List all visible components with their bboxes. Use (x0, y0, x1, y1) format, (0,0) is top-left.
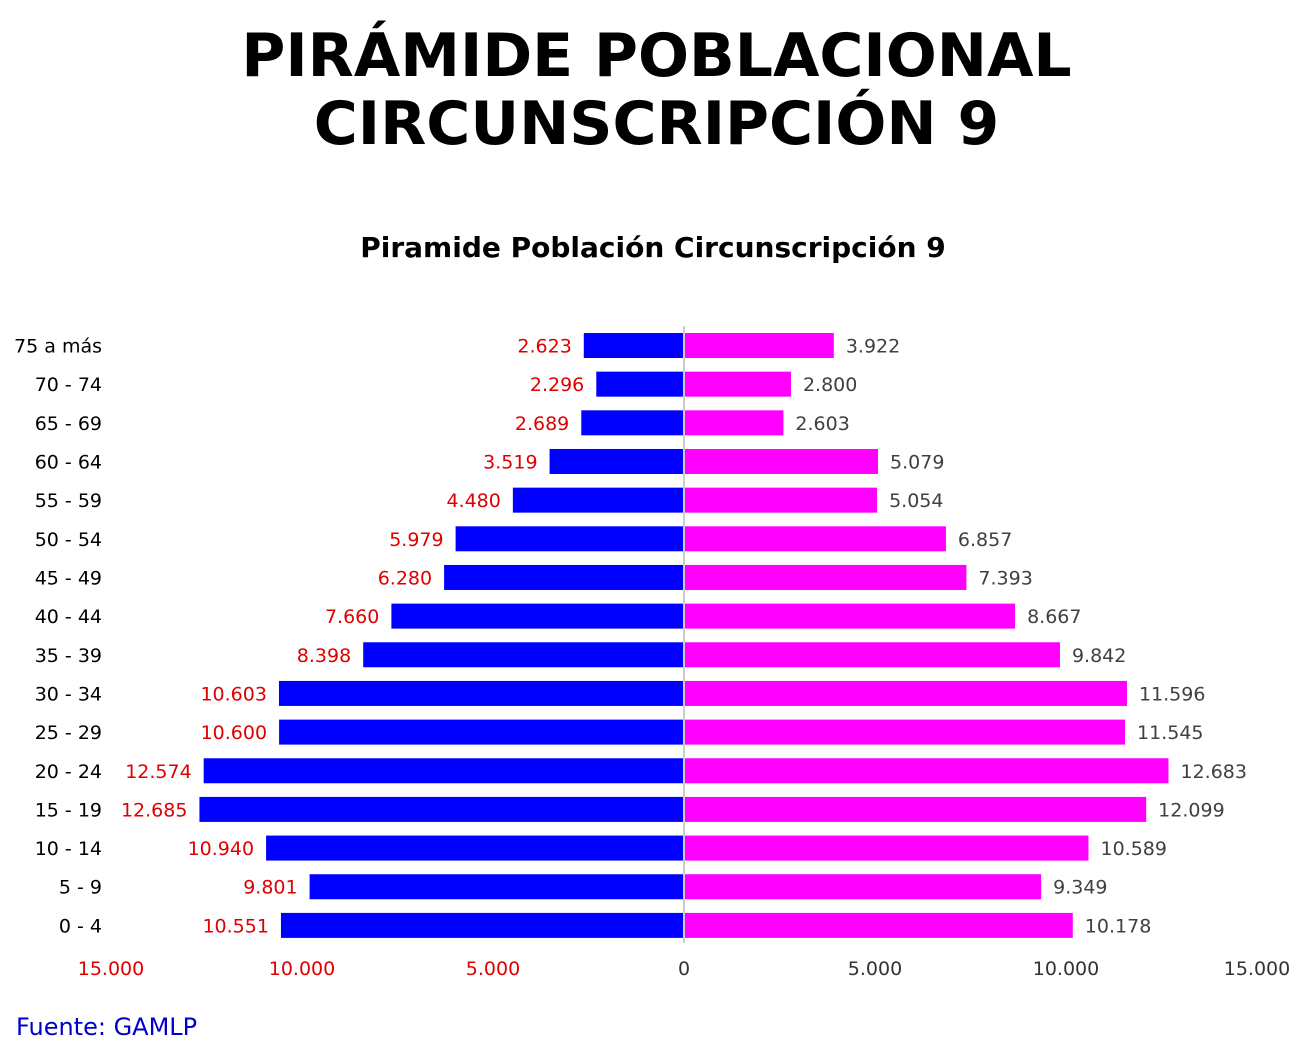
left-value-label: 10.940 (188, 838, 254, 860)
category-label: 15 - 19 (35, 799, 102, 821)
left-value-label: 6.280 (378, 567, 432, 589)
right-value-label: 5.054 (889, 490, 943, 512)
right-value-label: 9.842 (1072, 645, 1126, 667)
category-label: 20 - 24 (35, 761, 102, 783)
left-value-label: 2.296 (530, 374, 584, 396)
category-labels-group: 75 a más 70 - 74 65 - 69 60 - 64 55 - 59 50 -… (14, 336, 102, 938)
right-bar (684, 680, 1127, 706)
x-tick-label: 15.000 (78, 958, 144, 980)
left-value-label: 2.623 (517, 336, 571, 358)
left-value-label: 10.551 (202, 915, 268, 937)
right-bar (684, 448, 879, 474)
left-bar (581, 410, 684, 436)
right-value-label: 7.393 (978, 567, 1032, 589)
category-label: 25 - 29 (35, 722, 102, 744)
x-axis-ticks-group: 15.000 10.000 5.000 0 5.000 10.000 15.000 (78, 958, 1290, 980)
right-value-label: 5.079 (890, 451, 944, 473)
right-value-label: 6.857 (958, 529, 1012, 551)
left-bar (596, 371, 684, 397)
category-label: 70 - 74 (35, 374, 102, 396)
left-value-label: 10.600 (201, 722, 267, 744)
left-value-label: 5.979 (389, 529, 443, 551)
right-bar (684, 410, 784, 436)
category-label: 10 - 14 (35, 838, 102, 860)
right-value-label: 10.589 (1100, 838, 1166, 860)
page-title: PIRÁMIDE POBLACIONAL CIRCUNSCRIPCIÓN 9 (0, 22, 1313, 158)
left-bar (266, 835, 684, 861)
right-bar (684, 564, 967, 590)
left-value-label: 7.660 (325, 606, 379, 628)
chart-title: Piramide Población Circunscripción 9 (360, 231, 946, 264)
right-value-label: 12.683 (1180, 761, 1246, 783)
left-bar (363, 642, 684, 668)
left-bar (391, 603, 684, 629)
right-bar (684, 835, 1089, 861)
category-label: 55 - 59 (35, 490, 102, 512)
right-value-label: 8.667 (1027, 606, 1081, 628)
left-value-label: 2.689 (515, 413, 569, 435)
right-bar (684, 796, 1147, 822)
left-bar (455, 526, 684, 552)
category-label: 40 - 44 (35, 606, 102, 628)
category-label: 5 - 9 (59, 877, 102, 899)
category-label: 35 - 39 (35, 645, 102, 667)
left-value-label: 9.801 (243, 877, 297, 899)
right-bar (684, 912, 1073, 938)
right-bar (684, 603, 1016, 629)
bars-group (199, 333, 1169, 938)
left-bar (278, 680, 684, 706)
right-bar (684, 642, 1060, 668)
right-value-label: 11.596 (1139, 683, 1205, 705)
left-bar (583, 333, 684, 358)
left-bar (444, 564, 684, 590)
right-value-label: 2.800 (803, 374, 857, 396)
category-label: 50 - 54 (35, 529, 102, 551)
right-value-label: 2.603 (795, 413, 849, 435)
category-label: 60 - 64 (35, 451, 102, 473)
x-tick-label: 5.000 (466, 958, 520, 980)
right-value-label: 9.349 (1053, 877, 1107, 899)
x-tick-label: 0 (678, 958, 690, 980)
left-value-label: 3.519 (483, 451, 537, 473)
category-label: 65 - 69 (35, 413, 102, 435)
right-value-label: 10.178 (1085, 915, 1151, 937)
left-value-label: 10.603 (200, 683, 266, 705)
left-value-label: 12.574 (125, 761, 191, 783)
right-bar (684, 371, 791, 397)
category-label: 30 - 34 (35, 683, 102, 705)
right-bar (684, 333, 834, 358)
page-title-line1: PIRÁMIDE POBLACIONAL (241, 21, 1072, 91)
left-bar (549, 448, 684, 474)
x-tick-label: 10.000 (269, 958, 335, 980)
right-value-label: 11.545 (1137, 722, 1203, 744)
left-bar (512, 487, 684, 513)
right-value-label: 12.099 (1158, 799, 1224, 821)
left-value-label: 8.398 (297, 645, 351, 667)
right-bar (684, 526, 946, 552)
right-bar (684, 719, 1126, 745)
left-bar (309, 874, 684, 900)
left-value-label: 4.480 (446, 490, 500, 512)
category-label: 45 - 49 (35, 567, 102, 589)
category-label: 0 - 4 (59, 915, 102, 937)
left-bar (199, 796, 685, 822)
x-tick-label: 5.000 (848, 958, 902, 980)
page-title-line2: CIRCUNSCRIPCIÓN 9 (313, 89, 1000, 159)
left-bar (280, 912, 684, 938)
left-value-label: 12.685 (121, 799, 187, 821)
x-tick-label: 10.000 (1033, 958, 1099, 980)
category-label: 75 a más (14, 336, 102, 358)
x-tick-label: 15.000 (1224, 958, 1290, 980)
left-bar (203, 758, 684, 784)
right-bar (684, 487, 878, 513)
right-value-label: 3.922 (846, 336, 900, 358)
left-bar (279, 719, 684, 745)
source-note: Fuente: GAMLP (16, 1013, 198, 1041)
right-bar (684, 874, 1042, 900)
right-bar (684, 758, 1169, 784)
